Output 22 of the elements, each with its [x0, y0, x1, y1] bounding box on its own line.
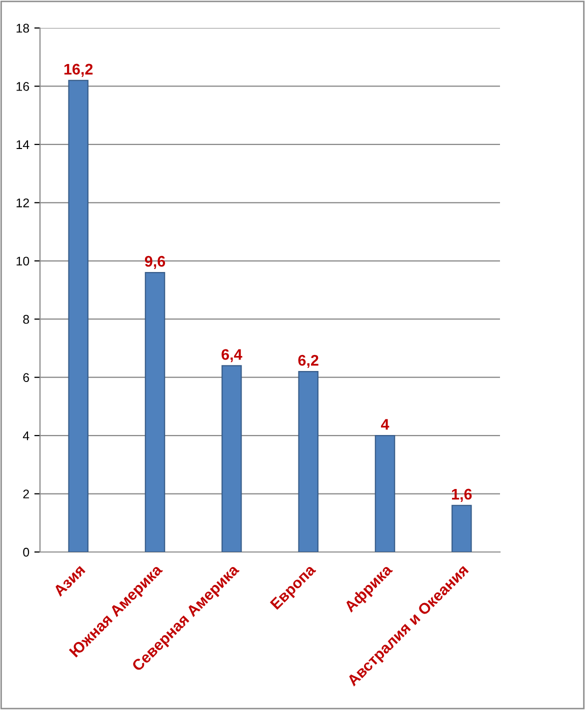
y-tick-label: 18 [16, 24, 30, 33]
bar [68, 80, 88, 552]
y-tick-label: 10 [16, 256, 30, 266]
y-tick-label: 16 [16, 82, 30, 91]
data-label: 6,4 [222, 349, 242, 362]
y-tick-label: 0 [23, 548, 30, 557]
bar [222, 365, 242, 552]
data-label: 4 [380, 419, 390, 430]
bar [298, 370, 318, 552]
bar [452, 504, 472, 552]
y-tick-label: 4 [22, 431, 30, 440]
data-label: 6,2 [298, 354, 318, 368]
y-tick-label: 12 [16, 198, 29, 208]
data-label: 1,6 [452, 488, 472, 502]
y-tick-label: 8 [23, 314, 30, 324]
data-label: 16,2 [64, 64, 93, 77]
y-tick-label: 6 [23, 373, 30, 382]
data-label: 9,6 [144, 256, 166, 269]
bar [374, 435, 396, 552]
bar [144, 272, 166, 552]
y-tick-label: 2 [23, 490, 29, 498]
y-tick-label: 14 [16, 140, 30, 149]
